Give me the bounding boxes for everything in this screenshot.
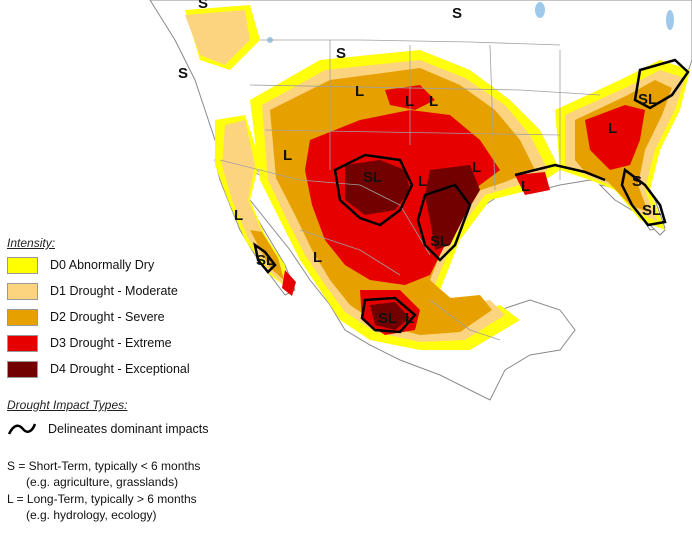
short-term-example: (e.g. agriculture, grasslands) (26, 475, 179, 489)
map-label: SL (642, 202, 661, 219)
map-label: SL (638, 91, 657, 108)
map-label: SL (256, 252, 275, 269)
map-label: SL (378, 310, 397, 327)
map-label: SL (430, 233, 449, 250)
map-label: L (313, 249, 322, 266)
map-label: L (521, 178, 530, 195)
legend-label-d3: D3 Drought - Extreme (50, 336, 172, 350)
legend-label-d1: D1 Drought - Moderate (50, 284, 178, 298)
impact-line-icon (7, 423, 37, 435)
map-label: S (198, 0, 208, 12)
legend-title: Intensity: (7, 236, 56, 250)
map-label: S (452, 5, 462, 22)
map-label: L (429, 93, 438, 110)
legend-label-d0: D0 Abnormally Dry (50, 258, 155, 272)
impact-line-label: Delineates dominant impacts (48, 422, 209, 436)
legend-label-d2: D2 Drought - Severe (50, 310, 165, 324)
political-borders (219, 39, 601, 341)
impact-labels: S S S L L L SL L SL L L L SL L SL S SL L… (178, 0, 661, 327)
swatch-d1 (7, 283, 38, 300)
long-term-note: L = Long-Term, typically > 6 months (7, 492, 197, 506)
map-label: L (405, 310, 414, 327)
map-label: L (608, 120, 617, 137)
swatch-d2 (7, 309, 38, 326)
map-label: S (632, 173, 642, 190)
impact-lines (253, 58, 690, 334)
map-label: L (418, 173, 427, 190)
swatch-d0 (7, 257, 38, 274)
map-label: L (405, 93, 414, 110)
impact-types-title: Drought Impact Types: (7, 398, 128, 412)
map-label: S (178, 65, 188, 82)
legend-label-d4: D4 Drought - Exceptional (50, 362, 190, 376)
swatch-d3 (7, 335, 38, 352)
drought-d4-layer (345, 160, 480, 330)
map-label: S (336, 45, 346, 62)
long-term-example: (e.g. hydrology, ecology) (26, 508, 157, 522)
short-term-note: S = Short-Term, typically < 6 months (7, 459, 201, 473)
map-label: L (472, 159, 481, 176)
map-label: L (355, 83, 364, 100)
map-label: L (283, 147, 292, 164)
map-label: SL (363, 169, 382, 186)
map-label: L (234, 207, 243, 224)
swatch-d4 (7, 361, 38, 378)
